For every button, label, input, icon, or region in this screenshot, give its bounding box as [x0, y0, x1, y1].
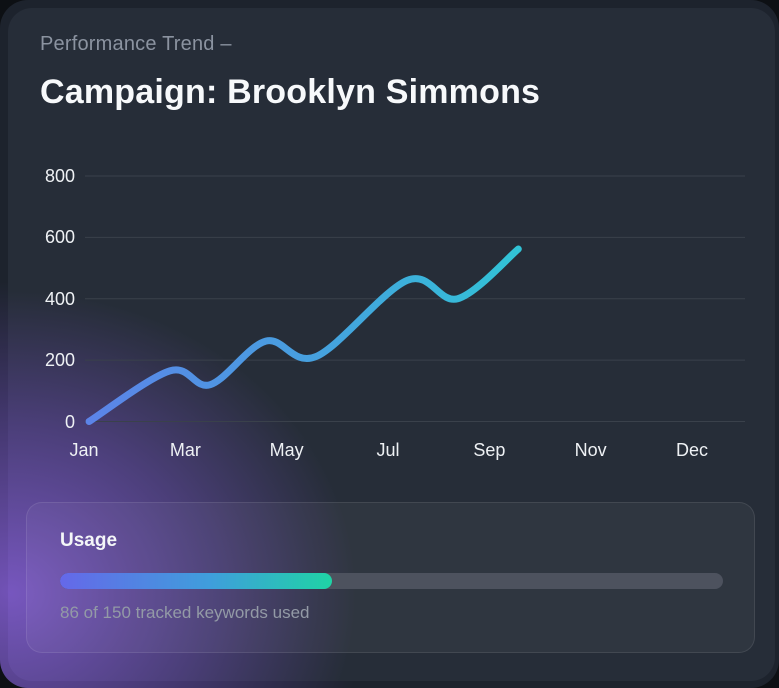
trend-chart: 0 200 400 600 800 Jan Mar May Jul Sep Nov Dec: [8, 8, 775, 681]
x-axis-label: Dec: [675, 440, 708, 460]
usage-caption: 86 of 150 tracked keywords used: [60, 603, 310, 622]
y-axis-label: 0: [64, 411, 75, 432]
y-axis-label: 400: [44, 288, 75, 309]
y-axis-label: 600: [44, 227, 75, 248]
trend-line: [85, 245, 522, 425]
x-axis-label: Mar: [169, 440, 201, 460]
usage-card: Usage 86 of 150 tracked keywords used: [26, 502, 755, 653]
x-axis-label: Sep: [473, 440, 506, 460]
page-title: Campaign: Brooklyn Simmons: [40, 73, 541, 111]
y-axis-label: 800: [44, 166, 75, 186]
usage-title: Usage: [60, 530, 118, 551]
performance-card: Performance Trend – Campaign: Brooklyn S…: [8, 8, 775, 681]
usage-progress-track: [60, 573, 723, 589]
usage-progress-fill: [60, 573, 332, 589]
x-axis-label: Jul: [376, 440, 400, 460]
x-axis-label: Jan: [69, 440, 99, 460]
x-axis-label: May: [269, 440, 304, 460]
x-axis-label: Nov: [574, 440, 607, 460]
header-subtitle: Performance Trend –: [40, 33, 232, 55]
chart-svg: [85, 175, 745, 425]
y-axis-label: 200: [44, 350, 75, 371]
